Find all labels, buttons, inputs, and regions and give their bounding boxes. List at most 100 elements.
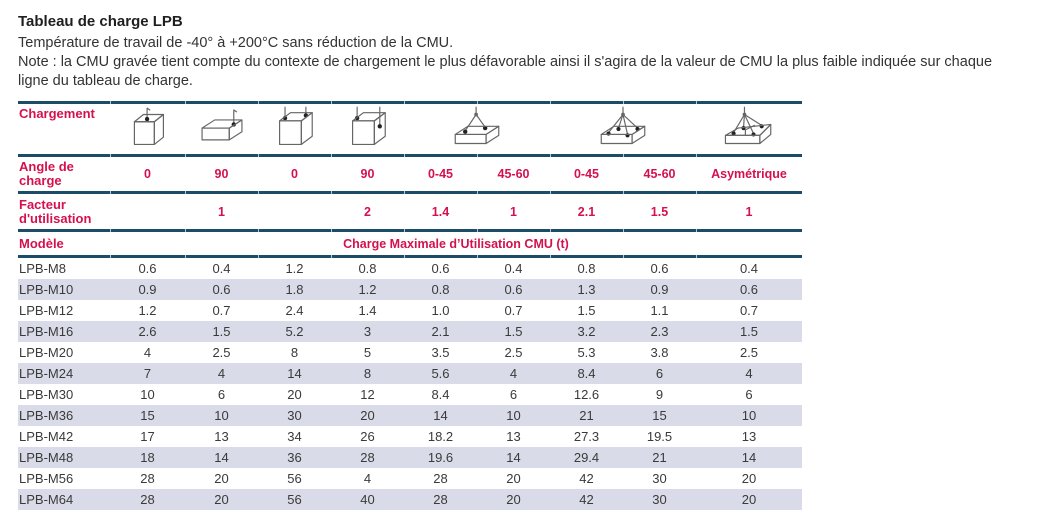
cmu-header: Charge Maximale d’Utilisation CMU (t) xyxy=(343,236,569,251)
angle-value-cell: Asymétrique xyxy=(711,167,787,181)
table-row: LPB-M24 7 4 14 8 5.6 4 8.4 6 4 xyxy=(18,363,802,384)
cmu-value-cell: 2.3 xyxy=(623,321,696,342)
cmu-value-cell: 4 xyxy=(185,363,258,384)
table-row: LPB-M8 0.6 0.4 1.2 0.8 0.6 0.4 0.8 0.6 0.4 xyxy=(18,258,802,279)
cmu-value-cell: 0.6 xyxy=(138,261,157,276)
cmu-value-cell: 6 xyxy=(217,387,226,402)
cmu-value-cell: 21 xyxy=(550,405,623,426)
cmu-value-cell: 2.5 xyxy=(739,345,759,360)
cmu-value-cell: 5 xyxy=(363,345,372,360)
cmu-note: Note : la CMU gravée tient compte du con… xyxy=(18,54,993,89)
cmu-value-cell: 20 xyxy=(741,471,757,486)
cmu-value-cell: 20 xyxy=(214,471,229,486)
cmu-value-cell: 1.5 xyxy=(696,321,802,342)
cmu-value-cell: 0.6 xyxy=(477,279,550,300)
table-body: LPB-M8 0.6 0.4 1.2 0.8 0.6 0.4 0.8 0.6 0.4 LPB-M10… xyxy=(18,258,802,510)
cmu-value-cell: 0.9 xyxy=(110,279,185,300)
cmu-value-cell: 20 xyxy=(477,489,550,510)
cmu-value-cell: 12.6 xyxy=(573,387,600,402)
cmu-value-cell: 1.0 xyxy=(431,303,450,318)
cmu-value-cell: 14 xyxy=(696,447,802,468)
model-cell: LPB-M16 xyxy=(18,321,110,342)
cmu-value-cell: 0.8 xyxy=(577,261,596,276)
cmu-value-cell: 0.8 xyxy=(404,279,477,300)
table-row: LPB-M48 18 14 36 28 19.6 14 29.4 21 14 xyxy=(18,447,802,468)
cmu-value-cell: 42 xyxy=(579,471,594,486)
cmu-value-cell: 56 xyxy=(258,489,331,510)
angle-value-cell: 45-60 xyxy=(643,167,676,181)
cmu-value-cell: 0.4 xyxy=(212,261,231,276)
cmu-value-cell: 15 xyxy=(110,405,185,426)
cmu-value-cell: 0.7 xyxy=(739,303,759,318)
cmu-value-cell: 3.5 xyxy=(431,345,450,360)
load-chart-table: Chargement xyxy=(18,101,802,510)
cmu-value-cell: 10 xyxy=(477,405,550,426)
cmu-value-cell: 0.6 xyxy=(431,261,450,276)
angle-value-cell: 90 xyxy=(214,167,229,181)
pallet-four-leg-sling-icon xyxy=(600,106,646,145)
cmu-value-cell: 5.6 xyxy=(404,363,477,384)
chargement-row: Chargement xyxy=(18,104,802,154)
cmu-value-cell: 2.5 xyxy=(504,345,523,360)
cmu-value-cell: 2.4 xyxy=(285,303,304,318)
cmu-value-cell: 1.5 xyxy=(477,321,550,342)
facteur-value-cell: 2.1 xyxy=(577,204,596,219)
cmu-value-cell: 0.6 xyxy=(696,279,802,300)
cmu-value-cell: 34 xyxy=(287,429,302,444)
model-cell: LPB-M36 xyxy=(18,405,110,426)
model-cell: LPB-M24 xyxy=(18,363,110,384)
cmu-value-cell: 3.2 xyxy=(550,321,623,342)
cmu-value-cell: 30 xyxy=(652,471,667,486)
angle-value-cell: 0-45 xyxy=(427,167,454,181)
stepped-load-asymmetric-sling-icon xyxy=(724,106,772,145)
model-cell: LPB-M56 xyxy=(19,471,74,486)
cmu-value-cell: 19.6 xyxy=(404,447,477,468)
cmu-value-cell: 12 xyxy=(360,387,375,402)
cmu-value-cell: 0.8 xyxy=(358,261,377,276)
cmu-value-cell: 13 xyxy=(741,429,757,444)
cmu-value-cell: 28 xyxy=(331,447,404,468)
cmu-value-cell: 8.4 xyxy=(431,387,450,402)
cmu-value-cell: 5.3 xyxy=(577,345,596,360)
table-row: LPB-M42 17 13 34 26 18.2 13 27.3 19.5 13 xyxy=(18,426,802,447)
cmu-value-cell: 20 xyxy=(696,489,802,510)
facteur-value-cell: 2 xyxy=(364,204,371,219)
cmu-value-cell: 28 xyxy=(433,471,448,486)
cmu-value-cell: 15 xyxy=(623,405,696,426)
cmu-value-cell: 13 xyxy=(506,429,521,444)
facteur-value-cell: 1 xyxy=(745,204,753,219)
cmu-value-cell: 19.5 xyxy=(646,429,673,444)
facteur-value-cell: 1.4 xyxy=(431,204,450,219)
box-single-ring-top-0deg-icon xyxy=(133,107,164,145)
model-cell: LPB-M12 xyxy=(19,303,74,318)
cmu-value-cell: 20 xyxy=(331,405,404,426)
table-row: LPB-M10 0.9 0.6 1.8 1.2 0.8 0.6 1.3 0.9 0.6 xyxy=(18,279,802,300)
cmu-value-cell: 0.6 xyxy=(650,261,669,276)
cmu-value-cell: 4 xyxy=(477,363,550,384)
angle-row: Angle de charge 0 90 0 90 0-45 45-60 0-4… xyxy=(18,157,802,191)
model-cell: LPB-M42 xyxy=(19,429,74,444)
cmu-value-cell: 2.1 xyxy=(404,321,477,342)
cmu-value-cell: 0.9 xyxy=(623,279,696,300)
cmu-value-cell: 0.7 xyxy=(504,303,523,318)
cmu-value-cell: 1.3 xyxy=(550,279,623,300)
table-row: LPB-M30 10 6 20 12 8.4 6 12.6 9 6 xyxy=(18,384,802,405)
cmu-value-cell: 14 xyxy=(185,447,258,468)
cmu-value-cell: 8 xyxy=(290,345,299,360)
cmu-value-cell: 13 xyxy=(214,429,229,444)
cmu-value-cell: 10 xyxy=(696,405,802,426)
cmu-value-cell: 36 xyxy=(258,447,331,468)
cmu-value-cell: 20 xyxy=(506,471,521,486)
angle-value-cell: 0-45 xyxy=(573,167,600,181)
box-rings-top-and-side-90deg-icon xyxy=(351,106,386,145)
cmu-value-cell: 18.2 xyxy=(427,429,454,444)
cmu-value-cell: 4 xyxy=(363,471,372,486)
cmu-value-cell: 10 xyxy=(140,387,155,402)
cmu-value-cell: 1.1 xyxy=(650,303,669,318)
facteur-value-cell xyxy=(258,194,331,229)
facteur-label: Facteur d'utilisation xyxy=(19,196,92,226)
facteur-value-cell: 1 xyxy=(510,204,517,219)
cmu-value-cell: 40 xyxy=(331,489,404,510)
angle-value-cell: 0 xyxy=(291,167,298,181)
